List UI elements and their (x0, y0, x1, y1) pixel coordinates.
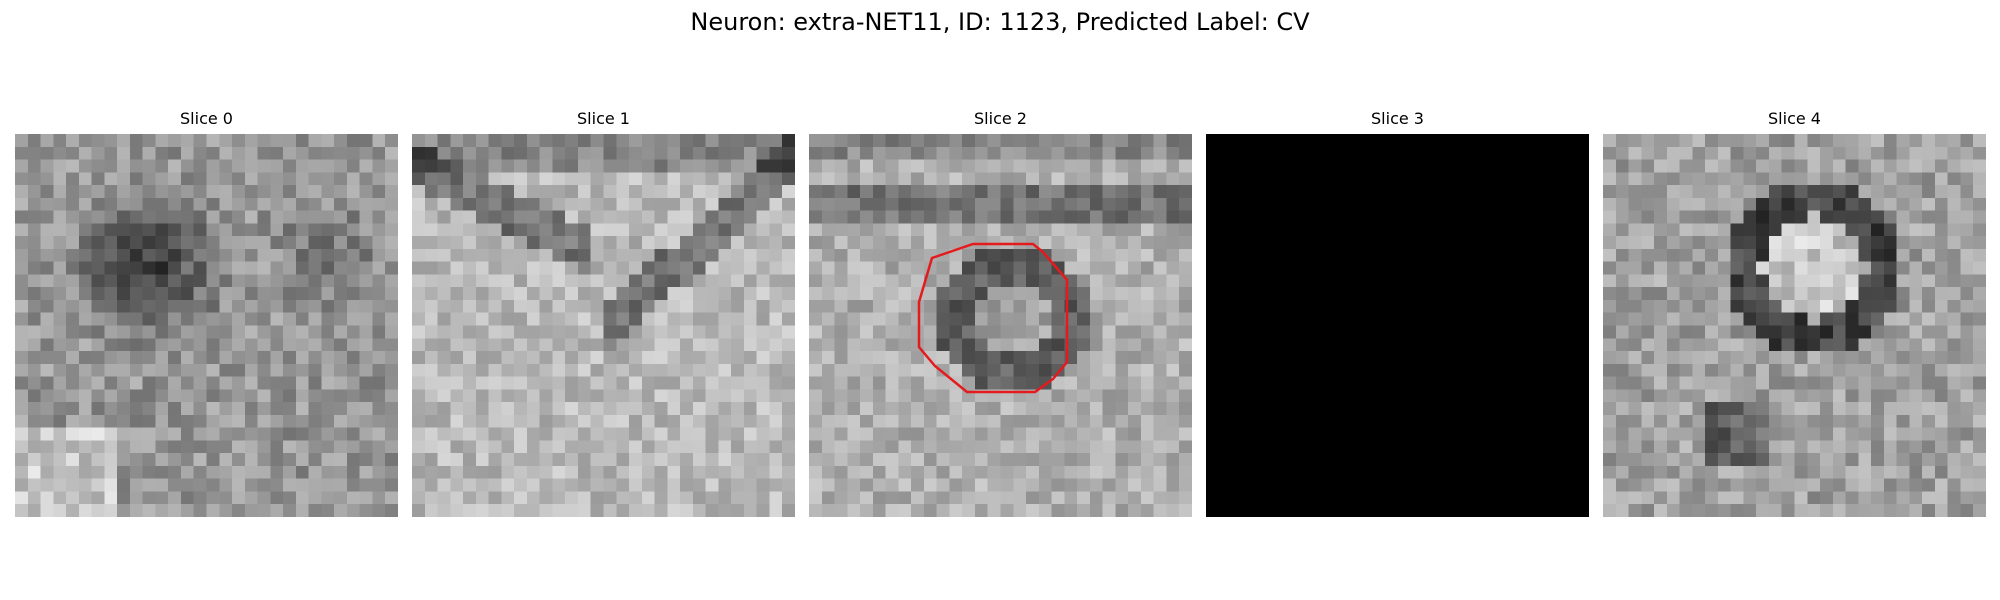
slice-pixels-4 (1603, 134, 1986, 517)
slice-image-4 (1603, 134, 1986, 517)
slice-title-2: Slice 2 (974, 109, 1027, 128)
roi-outline (917, 242, 1069, 394)
roi-polygon (917, 242, 1069, 394)
slice-pixels-2 (809, 134, 1192, 517)
slice-title-4: Slice 4 (1768, 109, 1821, 128)
slice-pixels-3 (1206, 134, 1589, 517)
slice-title-1: Slice 1 (577, 109, 630, 128)
figure-title: Neuron: extra-NET11, ID: 1123, Predicted… (690, 8, 1310, 36)
slice-pixels-0 (15, 134, 398, 517)
slice-image-3 (1206, 134, 1589, 517)
slice-title-0: Slice 0 (180, 109, 233, 128)
slice-title-3: Slice 3 (1371, 109, 1424, 128)
slice-image-0 (15, 134, 398, 517)
slice-image-1 (412, 134, 795, 517)
slice-pixels-1 (412, 134, 795, 517)
slice-image-2 (809, 134, 1192, 517)
